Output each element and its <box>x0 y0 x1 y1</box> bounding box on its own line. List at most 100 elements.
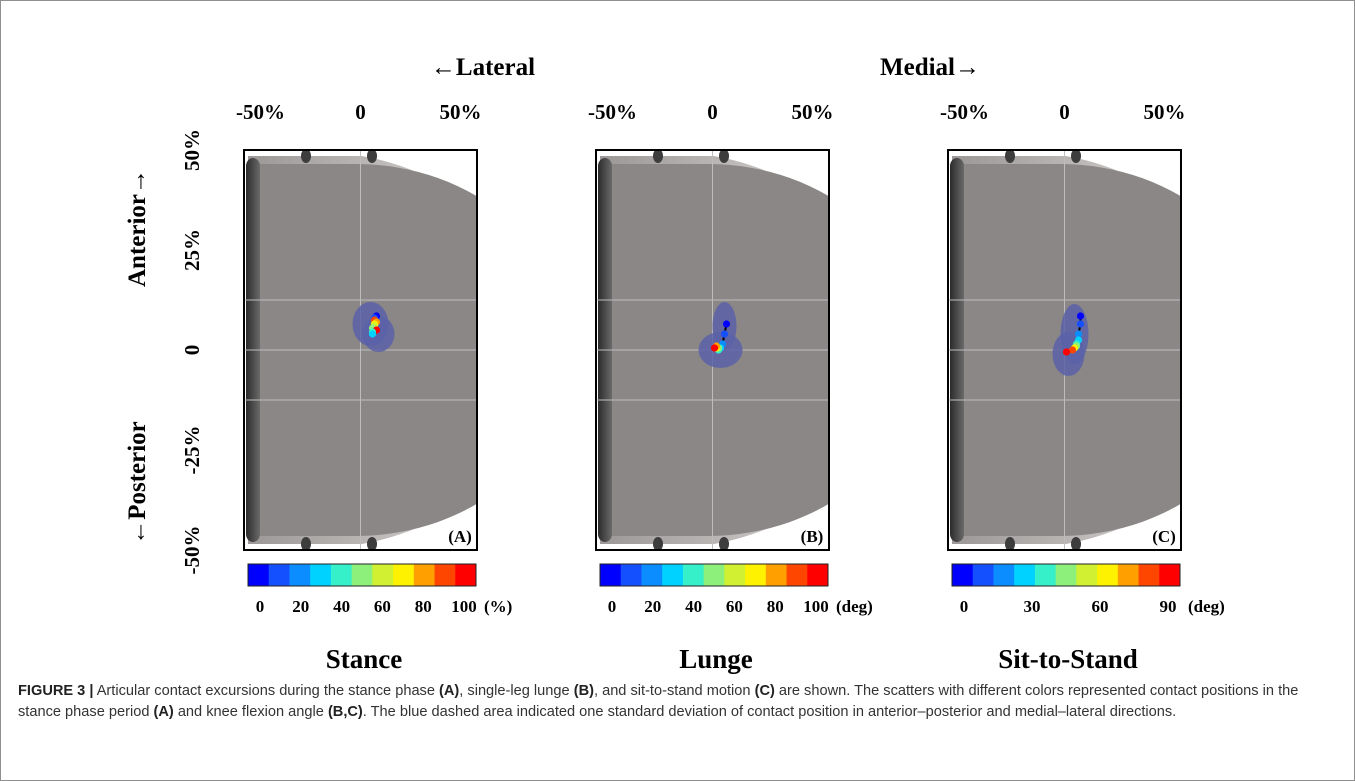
colorbar-border <box>247 563 477 587</box>
colorbar-label: 30 <box>1024 597 1041 616</box>
colorbar-border <box>951 563 1181 587</box>
colorbar-cell <box>310 564 332 586</box>
motion-title: Stance <box>326 644 403 674</box>
contact-point <box>1076 312 1085 320</box>
colorbar-unit: (deg) <box>1188 597 1225 616</box>
motion-title: Lunge <box>679 644 753 674</box>
colorbar-cell <box>248 564 270 586</box>
colorbar-cell <box>434 564 456 586</box>
y-ticks: 50% 25% 0 -25% -50% <box>180 129 204 575</box>
colorbar-cell <box>765 564 788 586</box>
contact-point <box>1076 320 1085 328</box>
contact-point <box>1068 346 1077 354</box>
caption-ref: (B,C) <box>327 704 363 720</box>
caption-text: , single-leg lunge <box>459 683 574 699</box>
motion-title: Sit-to-Stand <box>998 644 1138 674</box>
x-tick-label: 50% <box>440 100 482 124</box>
colorbar-cell <box>641 564 663 586</box>
colorbar-label: 0 <box>256 597 265 616</box>
colorbar-cell <box>993 564 1015 586</box>
tibia-notch <box>367 150 377 163</box>
colorbar-cell <box>952 564 974 586</box>
colorbar-cell <box>662 564 684 586</box>
colorbar-cell <box>600 564 622 586</box>
colorbar-cell <box>703 564 725 586</box>
colorbar-cell <box>1097 564 1119 586</box>
colorbar-label: 40 <box>333 597 350 616</box>
posterior-label: ←Posterior <box>124 421 151 545</box>
colorbar-cell <box>1159 564 1181 586</box>
sd-area <box>362 316 395 352</box>
colorbar-label: 0 <box>608 597 617 616</box>
colorbar-label: 0 <box>960 597 969 616</box>
colorbar-cell <box>972 564 994 586</box>
colorbar-unit: (%) <box>484 597 512 616</box>
colorbar-cell <box>1034 564 1057 586</box>
y-tick-label: -25% <box>180 426 204 475</box>
colorbar-cell <box>786 564 808 586</box>
colorbar-label: 80 <box>767 597 784 616</box>
tibia-notch <box>719 537 729 550</box>
caption-text: . The blue dashed area indicated one sta… <box>362 704 1177 720</box>
colorbar-border <box>599 563 829 587</box>
colorbar-label: 60 <box>1092 597 1109 616</box>
tibia-notch <box>719 150 729 163</box>
colorbar-cell <box>289 564 311 586</box>
tibia-notch <box>653 537 663 550</box>
caption-ref: (A) <box>153 704 174 720</box>
caption-text: , and sit-to-stand motion <box>593 683 755 699</box>
panel-tag: (A) <box>448 527 472 546</box>
colorbar-label: 20 <box>292 597 309 616</box>
x-tick-label: 50% <box>1144 100 1186 124</box>
colorbar-label: 60 <box>374 597 391 616</box>
tibia-notch <box>1005 537 1015 550</box>
contact-point <box>722 320 731 328</box>
tibia-notch <box>1071 537 1081 550</box>
colorbar-label: 40 <box>685 597 702 616</box>
caption-text: and knee flexion angle <box>173 704 328 720</box>
caption-ref: (C) <box>754 683 775 699</box>
panel-border <box>595 149 830 551</box>
tibia-notch <box>301 537 311 550</box>
colorbar-label: 60 <box>726 597 743 616</box>
x-tick-label: 0 <box>1059 100 1070 124</box>
y-axis-label: Anterior→ ←Posterior <box>124 169 151 545</box>
panel-a: -50% 0 50% (A) 0 20 40 60 80 100 (%) Stance <box>236 100 512 674</box>
colorbar-cell <box>620 564 642 586</box>
x-tick-label: -50% <box>236 100 285 124</box>
y-tick-label: 50% <box>180 129 204 171</box>
figure-graphic: ←Lateral Medial→ Anterior→ ←Posterior 50… <box>124 54 1225 674</box>
x-tick-label: 0 <box>707 100 718 124</box>
colorbar-cell <box>1138 564 1160 586</box>
caption-label: FIGURE 3 | <box>18 683 94 699</box>
colorbar-cell <box>1055 564 1077 586</box>
tibia-notch <box>653 150 663 163</box>
y-tick-label: 25% <box>180 229 204 271</box>
colorbar-cell <box>413 564 436 586</box>
caption-ref: (A) <box>439 683 460 699</box>
colorbar-cell <box>807 564 829 586</box>
colorbar-cell <box>268 564 290 586</box>
caption-ref: (B) <box>573 683 594 699</box>
lateral-label: ←Lateral <box>431 54 535 81</box>
caption-text: are shown. The scatters with different c… <box>18 683 1299 720</box>
colorbar-cell <box>1076 564 1098 586</box>
colorbar-cell <box>455 564 477 586</box>
tibia-notch <box>1071 150 1081 163</box>
colorbar-label: 100 <box>451 597 477 616</box>
panel-tag: (B) <box>801 527 824 546</box>
anterior-label: Anterior→ <box>124 169 151 287</box>
colorbar-label: 100 <box>803 597 829 616</box>
colorbar-cell <box>393 564 415 586</box>
panel-body <box>596 150 829 550</box>
x-tick-label: -50% <box>940 100 989 124</box>
colorbar-label: 80 <box>415 597 432 616</box>
panels: -50% 0 50% (A) 0 20 40 60 80 100 (%) Stance -50% 0 50%… <box>236 100 1225 674</box>
contact-point <box>710 344 719 352</box>
tibia-notch <box>301 150 311 163</box>
colorbar-cell <box>682 564 705 586</box>
panel-border <box>243 149 478 551</box>
panel-body <box>244 150 477 550</box>
medial-label: Medial→ <box>880 54 980 81</box>
colorbar-cell <box>351 564 373 586</box>
